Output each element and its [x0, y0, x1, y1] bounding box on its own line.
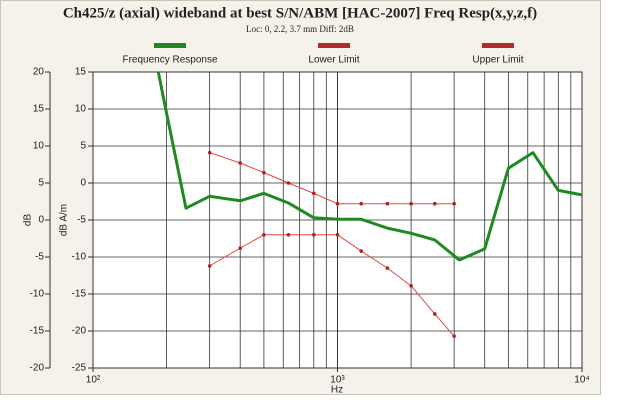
x-axis-label: Hz — [331, 385, 343, 396]
point-marker — [207, 150, 212, 155]
legend-swatch — [318, 43, 350, 48]
y-tick-label: 10 — [75, 104, 87, 115]
y2-tick-label: 10 — [33, 141, 45, 152]
x-tick-label: 10⁴ — [574, 375, 589, 386]
point-marker — [359, 201, 363, 206]
point-marker — [262, 170, 266, 175]
legend-swatch — [482, 43, 514, 48]
y-tick-label: -10 — [72, 252, 87, 263]
y-tick-label: -25 — [72, 363, 87, 374]
x-tick-label: 10³ — [330, 375, 345, 386]
x-tick-label: 10² — [86, 375, 101, 386]
y2-tick-label: 15 — [33, 104, 45, 115]
y-tick-label: 15 — [75, 67, 87, 78]
y2-tick-label: 5 — [38, 178, 44, 189]
y2-tick-label: 20 — [33, 67, 45, 78]
y-tick-label: 5 — [80, 141, 86, 152]
legend-swatch — [154, 43, 186, 48]
series-line — [156, 71, 583, 262]
point-marker — [238, 161, 243, 165]
y2-tick-label: -10 — [30, 289, 45, 300]
point-marker — [452, 334, 456, 338]
point-marker — [432, 201, 437, 206]
point-marker — [409, 284, 413, 288]
point-marker — [207, 264, 212, 268]
chart-subtitle: Loc: 0, 2.2, 3.7 mm Diff: 2dB — [246, 24, 354, 34]
y2-tick-label: 0 — [38, 215, 44, 226]
legend-label: Frequency Response — [122, 55, 217, 66]
y2-tick-label: -20 — [30, 363, 45, 374]
point-marker — [452, 201, 456, 206]
y-tick-label: -5 — [77, 215, 86, 226]
y-tick-label: 0 — [80, 178, 86, 189]
legend-label: Lower Limit — [308, 55, 359, 66]
point-marker — [286, 233, 291, 237]
chart-title: Ch425/z (axial) wideband at best S/N/ABM… — [63, 5, 537, 21]
legend-label: Upper Limit — [472, 55, 523, 66]
y2-tick-label: -5 — [35, 252, 44, 263]
point-marker — [409, 201, 413, 206]
point-marker — [286, 181, 291, 185]
point-marker — [359, 249, 363, 253]
point-marker — [385, 201, 390, 206]
point-marker — [238, 246, 243, 250]
point-marker — [432, 312, 437, 316]
point-marker — [385, 266, 390, 270]
y-axis-label: dB A/m — [59, 204, 70, 236]
point-marker — [262, 233, 266, 237]
point-marker — [312, 233, 316, 237]
y2-axis-label: dB — [23, 214, 34, 227]
y-tick-label: -20 — [72, 326, 87, 337]
y-tick-label: -15 — [72, 289, 87, 300]
y2-tick-label: -15 — [30, 326, 45, 337]
point-marker — [335, 233, 340, 237]
point-marker — [335, 201, 340, 206]
point-marker — [312, 191, 316, 196]
